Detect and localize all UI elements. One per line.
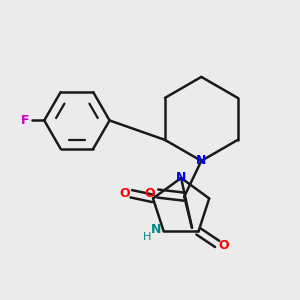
Text: O: O xyxy=(119,187,130,200)
Text: O: O xyxy=(219,239,229,252)
Text: F: F xyxy=(21,114,30,127)
Text: N: N xyxy=(176,172,186,184)
Text: O: O xyxy=(145,187,155,200)
Text: N: N xyxy=(196,154,206,167)
Text: H: H xyxy=(142,232,151,242)
Text: N: N xyxy=(151,224,161,236)
